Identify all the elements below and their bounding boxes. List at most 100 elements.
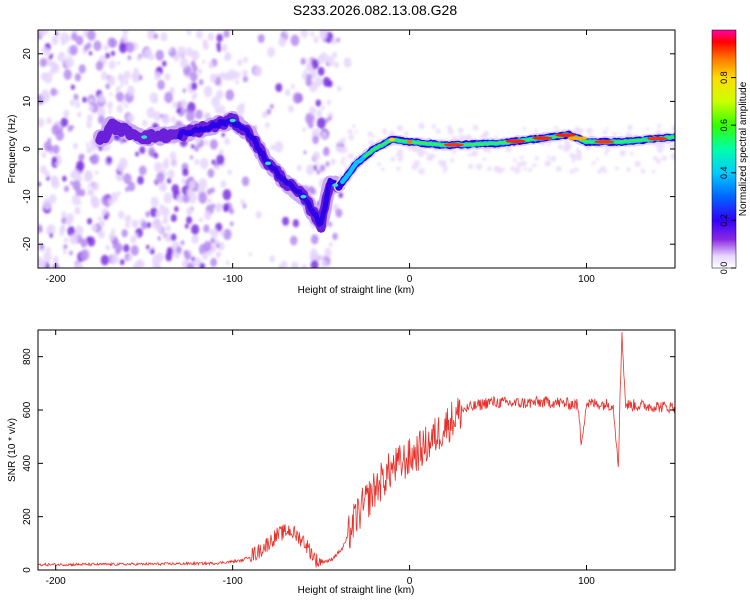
noise-blob <box>142 119 148 127</box>
noise-blob <box>75 188 82 197</box>
noise-blob <box>651 169 656 174</box>
noise-blob <box>397 125 404 131</box>
noise-blob <box>316 109 323 117</box>
noise-blob <box>619 149 627 157</box>
noise-blob <box>292 92 302 104</box>
noise-blob <box>669 142 675 150</box>
noise-blob <box>63 244 68 250</box>
noise-blob <box>108 232 116 242</box>
noise-blob <box>323 30 328 34</box>
noise-blob <box>123 173 132 185</box>
noise-blob <box>126 113 135 124</box>
noise-blob <box>431 124 437 129</box>
noise-blob <box>315 161 320 167</box>
noise-blob <box>70 84 75 90</box>
ridge-hotspot <box>443 143 464 147</box>
noise-blob <box>326 99 331 106</box>
noise-blob <box>39 243 45 250</box>
noise-blob <box>220 180 227 188</box>
noise-blob <box>100 71 108 81</box>
noise-blob <box>330 158 336 166</box>
noise-blob <box>354 130 359 134</box>
noise-blob <box>269 103 274 110</box>
noise-blob <box>152 218 161 230</box>
noise-blob <box>134 233 139 239</box>
ridge-hotspot <box>388 137 395 142</box>
noise-blob <box>219 72 227 81</box>
noise-blob <box>122 30 129 35</box>
noise-blob <box>282 216 290 226</box>
noise-blob <box>284 30 289 36</box>
colorbar-tick-label: 0.2 <box>719 214 729 227</box>
noise-blob <box>604 151 609 156</box>
noise-blob <box>627 124 633 131</box>
noise-blob <box>188 249 192 254</box>
noise-blob <box>203 240 212 252</box>
noise-blob <box>195 109 203 120</box>
noise-blob <box>125 41 135 53</box>
noise-blob <box>63 69 72 80</box>
noise-blob <box>573 167 579 173</box>
noise-blob <box>217 241 225 251</box>
ridge-hotspot <box>332 183 339 187</box>
ridge-hotspot <box>300 194 307 199</box>
spectrogram-ytick-label: 20 <box>22 48 33 60</box>
noise-blob <box>652 155 659 161</box>
noise-blob <box>305 112 314 125</box>
noise-blob <box>176 107 181 114</box>
noise-blob <box>116 85 121 92</box>
noise-blob <box>87 188 93 196</box>
noise-blob <box>155 210 162 218</box>
noise-blob <box>191 82 198 91</box>
noise-blob <box>148 147 156 157</box>
noise-blob <box>186 110 195 122</box>
noise-blob <box>127 55 132 61</box>
noise-blob <box>87 217 93 225</box>
noise-blob <box>202 251 209 260</box>
noise-blob <box>265 122 270 129</box>
noise-blob <box>341 156 347 162</box>
noise-blob <box>291 261 299 268</box>
noise-blob <box>317 54 325 65</box>
noise-blob <box>309 106 316 116</box>
noise-blob <box>337 85 342 92</box>
noise-blob <box>300 57 306 65</box>
noise-blob <box>86 114 93 122</box>
noise-blob <box>656 158 662 164</box>
noise-blob <box>38 182 41 187</box>
spectrogram-frame <box>37 29 676 269</box>
noise-blob <box>91 153 100 165</box>
snr-ytick-label: 400 <box>22 455 33 472</box>
noise-blob <box>116 162 125 173</box>
noise-blob <box>164 72 171 81</box>
noise-blob <box>43 251 52 263</box>
noise-blob <box>111 228 116 234</box>
noise-blob <box>315 99 322 107</box>
noise-blob <box>309 248 318 259</box>
noise-blob <box>46 224 56 236</box>
noise-blob <box>186 206 193 216</box>
noise-blob <box>136 55 141 61</box>
spectrogram-xtick-label: -200 <box>46 274 66 285</box>
noise-blob <box>94 170 99 175</box>
snr-xtick-label: -200 <box>46 576 66 587</box>
noise-blob <box>125 222 130 229</box>
noise-blob <box>63 250 67 255</box>
noise-blob <box>95 60 104 71</box>
noise-blob <box>105 52 110 59</box>
noise-blob <box>156 172 165 183</box>
noise-blob <box>38 148 41 153</box>
noise-blob <box>193 257 202 268</box>
colorbar-gradient <box>711 29 737 269</box>
noise-blob <box>656 146 664 154</box>
noise-blob <box>109 92 113 97</box>
noise-blob <box>335 208 343 218</box>
noise-blob <box>347 153 355 160</box>
noise-blob <box>65 217 72 226</box>
noise-blob <box>110 253 119 265</box>
noise-blob <box>189 155 194 160</box>
noise-blob <box>182 168 189 177</box>
noise-blob <box>74 225 84 237</box>
noise-blob <box>48 54 53 60</box>
noise-blob <box>79 249 89 261</box>
